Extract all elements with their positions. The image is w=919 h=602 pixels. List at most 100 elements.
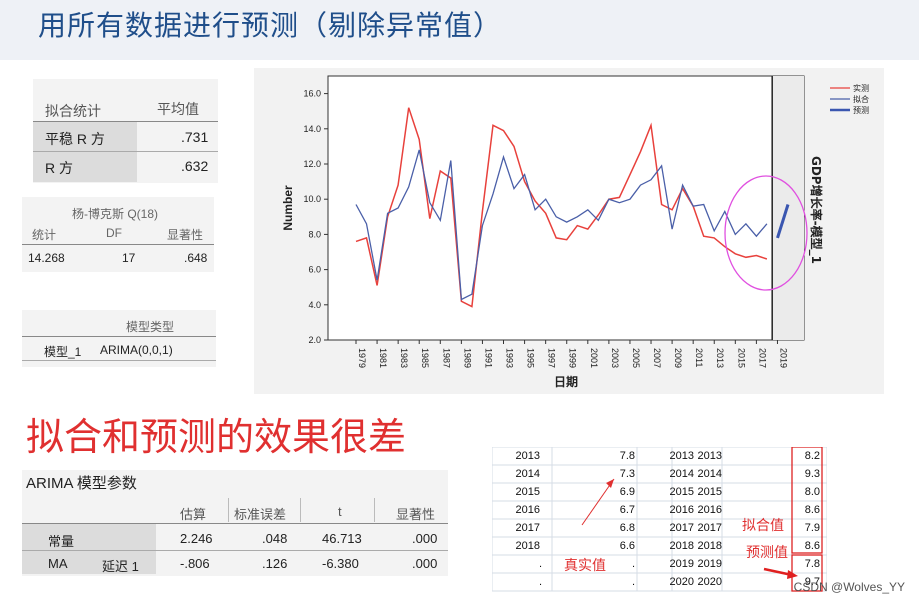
- x-tick-label: 2011: [694, 348, 704, 367]
- highlight-ellipse: [724, 175, 808, 291]
- sheet-actual: 7.8: [619, 450, 635, 462]
- model-type-header: 模型类型: [126, 320, 175, 334]
- arima-row-se: .048: [262, 531, 288, 546]
- sheet-date-1: 2019: [669, 558, 694, 570]
- fit-stats-row-value: .731: [181, 129, 209, 145]
- x-axis-label: 日期: [554, 374, 578, 389]
- ljung-box-value: 17: [122, 251, 136, 265]
- arima-row-c2: 延迟 1: [102, 559, 139, 574]
- sheet-fit: 8.0: [804, 486, 820, 498]
- series-fit: [355, 149, 768, 301]
- sheet-date-2: 2016: [697, 504, 722, 516]
- fit-stats-table: 拟合统计 平均值 平稳 R 方 .731 R 方 .632: [33, 79, 218, 183]
- sheet-fit: 8.6: [804, 504, 820, 516]
- arima-header: t: [338, 504, 342, 519]
- sheet-date-2: 2013: [697, 450, 722, 462]
- y-tick-label: 4.0: [308, 300, 321, 310]
- sheet-year: 2017: [515, 522, 540, 534]
- sheet-empty-dot: .: [538, 558, 542, 570]
- x-tick-label: 1987: [441, 348, 451, 368]
- sheet-actual: 6.8: [619, 522, 635, 534]
- sheet-actual: 7.3: [619, 468, 635, 480]
- ljung-box-value: 14.268: [28, 251, 65, 265]
- x-tick-label: 2013: [715, 348, 725, 368]
- x-tick-label: 1999: [568, 348, 578, 368]
- legend-label: 实测: [853, 83, 869, 93]
- arima-row-sig: .000: [412, 556, 438, 571]
- sheet-fit: 8.2: [804, 450, 820, 462]
- sheet-date-2: 2017: [697, 522, 722, 534]
- arima-params-table: ARIMA 模型参数 估算 标准误差 t 显著性 常量 2.246 .048 4…: [22, 470, 448, 576]
- arima-row-t: -6.380: [322, 556, 359, 571]
- chart-panel: 2.0 4.0 6.0 8.0 10.0 12.0 14.0 16.0 1979 1981 1983…: [254, 68, 884, 394]
- model-type-table: 模型类型 模型_1 ARIMA(0,0,1): [22, 310, 216, 367]
- arima-row-c1: MA: [48, 556, 68, 571]
- sheet-fit: 9.7: [804, 576, 820, 588]
- x-tick-label: 2001: [589, 348, 599, 368]
- x-tick-label: 2017: [757, 348, 767, 368]
- x-tick-label: 1985: [420, 348, 430, 368]
- sheet-year: 2016: [515, 504, 540, 516]
- x-tick-label: 1997: [547, 348, 557, 368]
- model-type-value: ARIMA(0,0,1): [100, 343, 173, 357]
- y-tick-label: 2.0: [308, 335, 321, 345]
- data-sheet: 2013 7.8 2013 2013 8.2 2014 7.3 2014 2014 9.3 2015…: [492, 447, 827, 599]
- series-forecast: [776, 204, 790, 239]
- sheet-date-2: 2020: [697, 576, 722, 588]
- x-tick-label: 1989: [462, 348, 472, 368]
- x-tick-label: 2005: [631, 348, 641, 368]
- right-title: GDP增长率-模型_1: [808, 156, 824, 264]
- sheet-year: 2013: [515, 450, 540, 462]
- legend-label: 预测: [853, 105, 869, 115]
- fit-stats-col1: 拟合统计: [45, 103, 101, 119]
- x-tick-label: 1979: [357, 348, 367, 368]
- y-axis-label: Number: [281, 185, 295, 231]
- sheet-actual: 6.6: [619, 540, 635, 552]
- x-tick-label: 2007: [652, 348, 662, 368]
- slide-title: 用所有数据进行预测（剔除异常值）: [38, 9, 503, 42]
- sheet-date-2: 2015: [697, 486, 722, 498]
- sheet-date-1: 2015: [669, 486, 694, 498]
- ljung-box-header: 显著性: [167, 228, 204, 242]
- y-tick-label: 12.0: [303, 159, 321, 169]
- fit-box: [791, 447, 823, 554]
- legend-label: 拟合: [853, 94, 869, 104]
- sheet-date-1: 2016: [669, 504, 694, 516]
- slide-header: 用所有数据进行预测（剔除异常值）: [0, 0, 919, 60]
- x-tick-label: 1981: [378, 348, 388, 368]
- arima-row-c1: 常量: [48, 534, 75, 549]
- sheet-fit: 7.9: [804, 522, 820, 534]
- x-tick-label: 1995: [526, 348, 536, 368]
- sheet-actual: 6.9: [619, 486, 635, 498]
- sheet-year: 2018: [515, 540, 540, 552]
- x-tick-label: 2019: [778, 348, 788, 368]
- x-tick-label: 2003: [610, 348, 620, 368]
- arima-row-sig: .000: [412, 531, 438, 546]
- big-note: 拟合和预测的效果很差: [26, 415, 407, 459]
- y-tick-label: 6.0: [308, 265, 321, 275]
- fit-stats-col2: 平均值: [157, 101, 199, 117]
- sheet-year: 2015: [515, 486, 540, 498]
- sheet-date-2: 2018: [697, 540, 722, 552]
- sheet-fit: 8.6: [804, 540, 820, 552]
- sheet-date-1: 2013: [669, 450, 694, 462]
- x-tick-label: 2009: [673, 348, 683, 368]
- ljung-box-value: .648: [184, 251, 208, 265]
- forecast-arrow-line: [763, 567, 793, 577]
- arima-header: 标准误差: [234, 507, 287, 522]
- sheet-actual: 6.7: [619, 504, 635, 516]
- y-tick-label: 10.0: [303, 194, 321, 204]
- x-tick-label: 2015: [736, 348, 746, 368]
- sheet-date-1: 2018: [669, 540, 694, 552]
- fit-stats-row-value: .632: [181, 158, 209, 174]
- ljung-box-title: 杨-博克斯 Q(18): [72, 207, 159, 221]
- ljung-box-header: 统计: [32, 228, 57, 242]
- model-type-label: 模型_1: [44, 345, 82, 359]
- arrow-line: [581, 478, 615, 526]
- arima-header: 显著性: [396, 507, 436, 522]
- watermark: CSDN @Wolves_YY: [793, 580, 905, 594]
- sheet-date-1: 2017: [669, 522, 694, 534]
- arima-header: 估算: [180, 507, 207, 522]
- sheet-fit: 9.3: [804, 468, 820, 480]
- label-fit: 拟合值: [742, 518, 784, 534]
